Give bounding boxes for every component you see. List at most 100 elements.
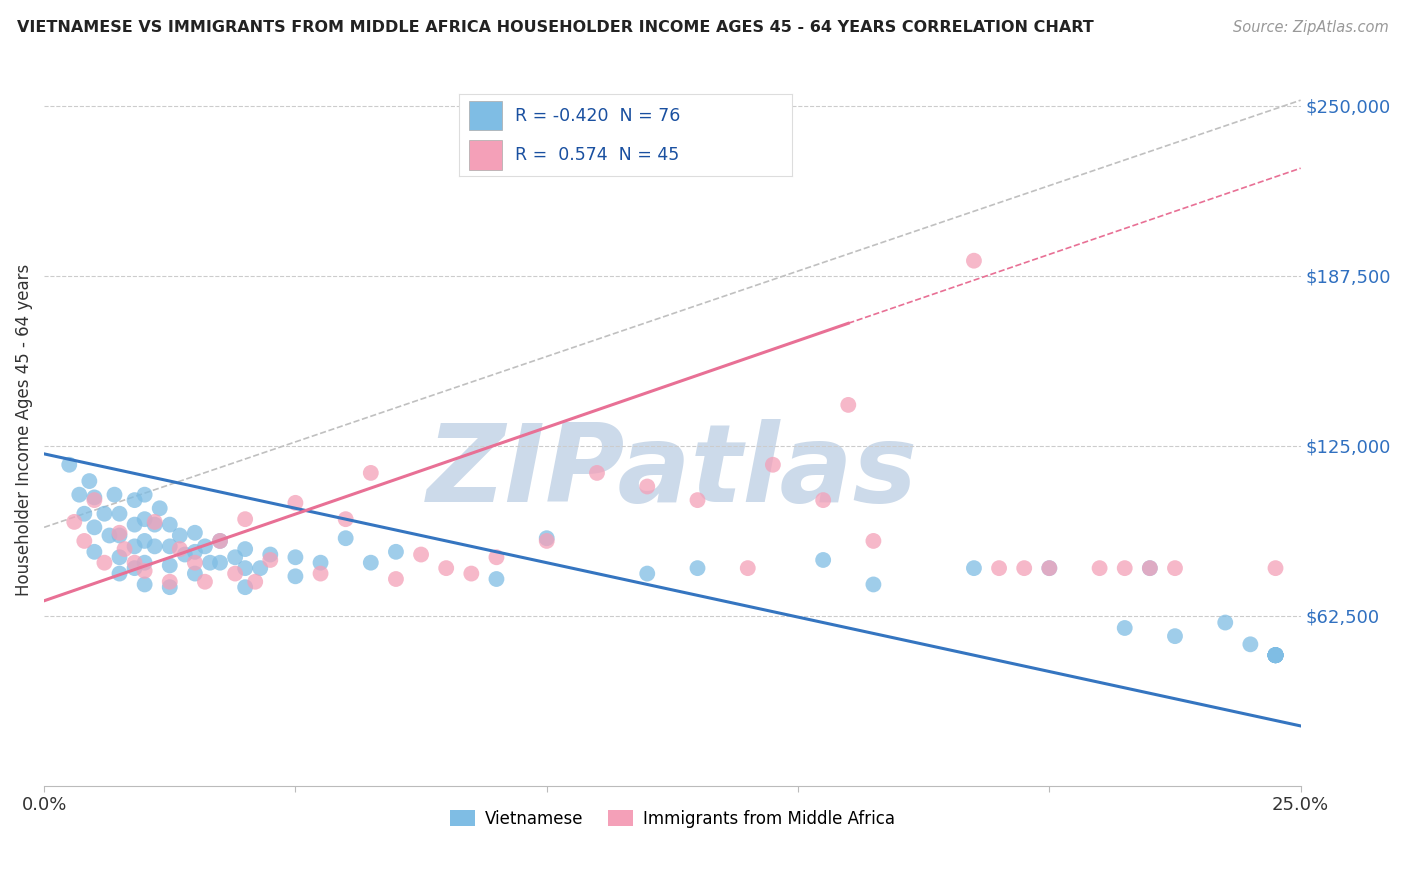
Point	[83, 493, 105, 508]
Point	[233, 561, 256, 575]
Point	[862, 533, 884, 548]
Point	[108, 507, 131, 521]
Point	[636, 479, 658, 493]
Point	[737, 561, 759, 575]
Point	[143, 515, 166, 529]
Point	[134, 564, 156, 578]
Point	[108, 550, 131, 565]
Point	[1164, 561, 1187, 575]
Point	[259, 553, 281, 567]
Point	[963, 561, 986, 575]
Point	[63, 515, 86, 529]
Point	[1264, 648, 1286, 663]
Point	[1213, 615, 1236, 630]
Point	[208, 533, 231, 548]
Point	[73, 507, 96, 521]
Point	[460, 566, 482, 581]
Point	[1239, 637, 1261, 651]
Point	[93, 507, 115, 521]
Point	[837, 398, 859, 412]
Point	[198, 556, 221, 570]
Point	[1264, 648, 1286, 663]
Point	[184, 525, 207, 540]
Point	[108, 566, 131, 581]
Point	[1038, 561, 1060, 575]
Point	[1264, 648, 1286, 663]
Point	[173, 548, 195, 562]
Point	[159, 558, 181, 573]
Point	[485, 572, 508, 586]
Point	[963, 253, 986, 268]
Point	[284, 569, 307, 583]
Point	[233, 542, 256, 557]
Point	[169, 528, 191, 542]
Point	[108, 525, 131, 540]
Point	[124, 561, 146, 575]
Point	[762, 458, 785, 472]
Point	[245, 574, 267, 589]
Point	[98, 528, 121, 542]
Point	[434, 561, 457, 575]
Point	[194, 540, 217, 554]
Point	[233, 580, 256, 594]
Point	[249, 561, 271, 575]
Text: VIETNAMESE VS IMMIGRANTS FROM MIDDLE AFRICA HOUSEHOLDER INCOME AGES 45 - 64 YEAR: VIETNAMESE VS IMMIGRANTS FROM MIDDLE AFR…	[17, 20, 1094, 35]
Point	[1038, 561, 1060, 575]
Point	[159, 574, 181, 589]
Point	[536, 531, 558, 545]
Point	[143, 540, 166, 554]
Y-axis label: Householder Income Ages 45 - 64 years: Householder Income Ages 45 - 64 years	[15, 263, 32, 596]
Point	[58, 458, 80, 472]
Text: ZIPatlas: ZIPatlas	[427, 419, 918, 525]
Point	[360, 466, 382, 480]
Point	[309, 566, 332, 581]
Point	[134, 556, 156, 570]
Point	[224, 550, 246, 565]
Point	[536, 533, 558, 548]
Point	[124, 493, 146, 508]
Point	[1088, 561, 1111, 575]
Point	[1264, 648, 1286, 663]
Point	[811, 493, 834, 508]
Point	[233, 512, 256, 526]
Point	[134, 488, 156, 502]
Point	[335, 512, 357, 526]
Text: Source: ZipAtlas.com: Source: ZipAtlas.com	[1233, 20, 1389, 35]
Point	[134, 577, 156, 591]
Point	[208, 556, 231, 570]
Point	[811, 553, 834, 567]
Point	[184, 545, 207, 559]
Point	[83, 520, 105, 534]
Point	[1139, 561, 1161, 575]
Point	[73, 533, 96, 548]
Point	[988, 561, 1011, 575]
Point	[1264, 648, 1286, 663]
Point	[586, 466, 609, 480]
Point	[636, 566, 658, 581]
Legend: Vietnamese, Immigrants from Middle Africa: Vietnamese, Immigrants from Middle Afric…	[443, 803, 901, 835]
Point	[1264, 648, 1286, 663]
Point	[1114, 621, 1136, 635]
Point	[124, 517, 146, 532]
Point	[159, 540, 181, 554]
Point	[1264, 648, 1286, 663]
Point	[124, 556, 146, 570]
Point	[159, 580, 181, 594]
Point	[485, 550, 508, 565]
Point	[335, 531, 357, 545]
Point	[1264, 561, 1286, 575]
Point	[194, 574, 217, 589]
Point	[409, 548, 432, 562]
Point	[1264, 648, 1286, 663]
Point	[1139, 561, 1161, 575]
Point	[124, 540, 146, 554]
Point	[1114, 561, 1136, 575]
Point	[360, 556, 382, 570]
Point	[169, 542, 191, 557]
Point	[1012, 561, 1035, 575]
Point	[108, 528, 131, 542]
Point	[114, 542, 136, 557]
Point	[284, 550, 307, 565]
Point	[93, 556, 115, 570]
Point	[259, 548, 281, 562]
